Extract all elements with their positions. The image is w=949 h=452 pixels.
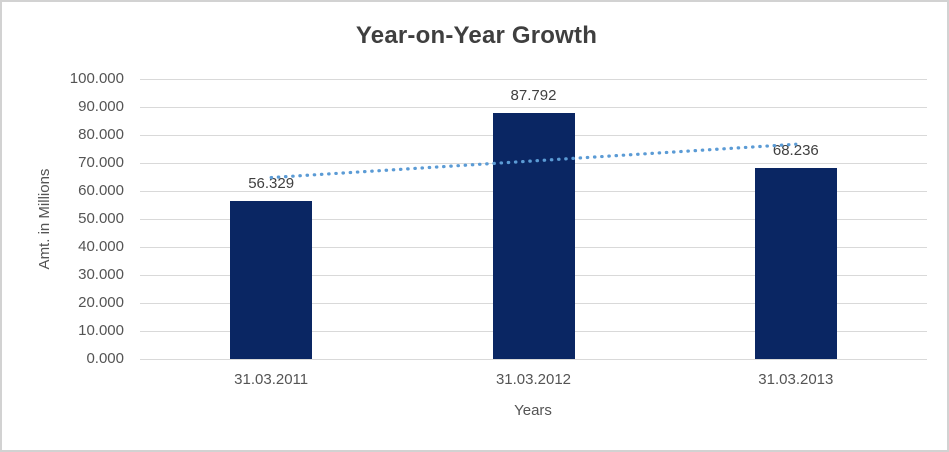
y-tick-label: 70.000 [78, 154, 124, 171]
bar-value-label: 87.792 [510, 87, 557, 105]
y-tick-label: 0.000 [86, 350, 124, 367]
y-tick-label: 80.000 [78, 126, 124, 143]
x-tick-label: 31.03.2012 [495, 371, 572, 388]
gridline [140, 106, 927, 108]
x-axis-title: Years [514, 402, 552, 419]
y-tick-label: 60.000 [78, 182, 124, 199]
y-tick-label: 90.000 [78, 98, 124, 115]
x-tick-label: 31.03.2013 [758, 371, 834, 388]
bar-value-label: 68.236 [772, 141, 819, 159]
bar [230, 201, 313, 359]
y-tick-label: 40.000 [78, 238, 124, 255]
y-tick-label: 30.000 [78, 266, 124, 283]
gridline [140, 78, 927, 80]
y-tick-label: 100.000 [69, 70, 124, 87]
y-tick-label: 10.000 [78, 322, 124, 339]
bar [492, 113, 575, 359]
chart-title: Year-on-Year Growth [355, 22, 598, 49]
bar [754, 167, 837, 359]
bar-value-label: 56.329 [248, 175, 295, 193]
y-tick-label: 50.000 [78, 210, 124, 227]
y-tick-label: 20.000 [78, 294, 124, 311]
gridline [140, 358, 927, 360]
x-tick-label: 31.03.2011 [234, 371, 309, 388]
